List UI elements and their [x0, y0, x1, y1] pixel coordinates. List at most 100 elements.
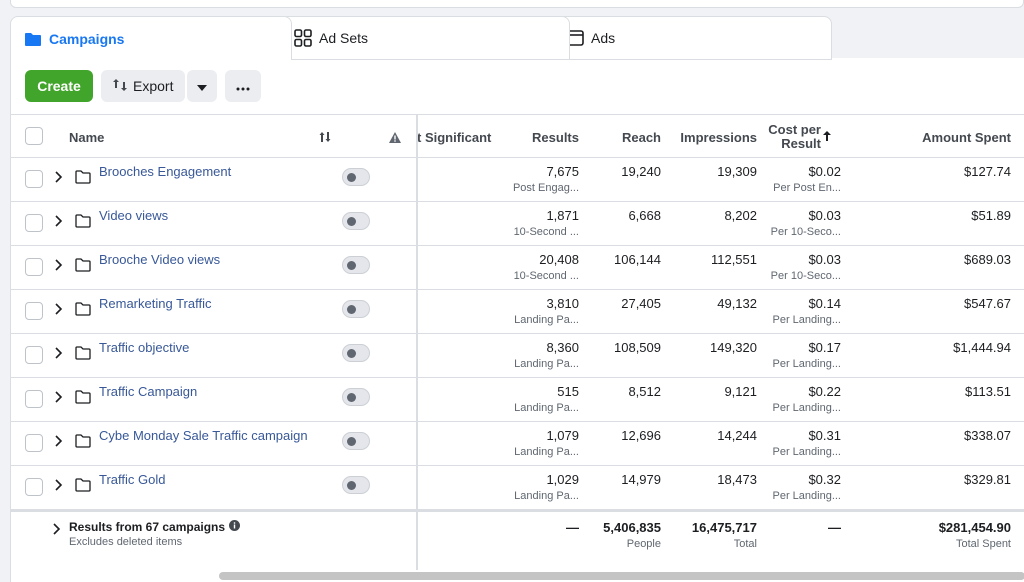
cost-value: $0.14 — [808, 296, 841, 311]
toggle-knob — [347, 349, 356, 358]
chevron-right-icon[interactable] — [55, 170, 67, 186]
tab-campaigns[interactable]: Campaigns — [10, 16, 292, 60]
row-checkbox[interactable] — [25, 434, 43, 452]
row-checkbox[interactable] — [25, 258, 43, 276]
toggle-knob — [347, 217, 356, 226]
column-header-results[interactable]: Results — [532, 129, 579, 145]
amount-spent-value: $689.03 — [964, 252, 1011, 267]
table-row[interactable]: Traffic objective 8,360 Landing Pa... 108,5… — [11, 334, 1024, 378]
export-dropdown-button[interactable] — [187, 70, 217, 102]
table-row[interactable]: Video views 1,871 10-Second ... 6,668 8,202 $… — [11, 202, 1024, 246]
sort-icon[interactable] — [319, 115, 331, 159]
select-all-checkbox[interactable] — [25, 127, 43, 145]
impressions-cell: 14,244 — [661, 428, 757, 443]
column-header-reach[interactable]: Reach — [621, 129, 661, 145]
campaign-name-link[interactable]: Brooche Video views — [99, 252, 221, 267]
amount-spent-cell: $1,444.94 — [841, 340, 1011, 355]
folder-icon — [23, 29, 43, 49]
toggle-knob — [347, 173, 356, 182]
cost-type: Per Landing... — [772, 402, 842, 414]
table-row[interactable]: Brooches Engagement 7,675 Post Engag... 19,… — [11, 158, 1024, 202]
campaign-toggle[interactable] — [342, 256, 370, 274]
column-header-significant[interactable]: t Significant — [417, 129, 492, 145]
campaign-name-link[interactable]: Video views — [99, 208, 169, 223]
chevron-right-icon[interactable] — [55, 478, 67, 494]
reach-value: 14,979 — [621, 472, 661, 487]
row-checkbox[interactable] — [25, 478, 43, 496]
campaign-toggle[interactable] — [342, 432, 370, 450]
info-icon[interactable] — [229, 520, 241, 534]
reach-value: 108,509 — [614, 340, 661, 355]
results-value: 20,408 — [539, 252, 579, 267]
row-checkbox[interactable] — [25, 214, 43, 232]
reach-value: 19,240 — [621, 164, 661, 179]
campaign-name-link[interactable]: Traffic Gold — [99, 472, 166, 487]
campaigns-panel: Create Export Name t Significant R — [10, 58, 1024, 582]
more-options-button[interactable] — [225, 70, 261, 102]
reach-value: 106,144 — [614, 252, 661, 267]
chevron-right-icon[interactable] — [53, 522, 65, 538]
tab-ad-sets[interactable]: Ad Sets — [280, 16, 570, 60]
campaign-name-link[interactable]: Traffic Campaign — [99, 384, 198, 399]
impressions-value: 18,473 — [717, 472, 757, 487]
row-checkbox[interactable] — [25, 302, 43, 320]
amount-spent-cell: $547.67 — [841, 296, 1011, 311]
column-header-amount-spent[interactable]: Amount Spent — [922, 129, 1011, 145]
summary-reach: 5,406,835 People — [561, 520, 661, 550]
summary-results-value: — — [566, 520, 579, 535]
amount-spent-value: $547.67 — [964, 296, 1011, 311]
campaign-toggle[interactable] — [342, 388, 370, 406]
impressions-value: 14,244 — [717, 428, 757, 443]
campaign-name-link[interactable]: Traffic objective — [99, 340, 190, 355]
campaign-toggle[interactable] — [342, 476, 370, 494]
results-value: 7,675 — [546, 164, 579, 179]
summary-subtitle: Excludes deleted items — [69, 536, 183, 548]
tab-ads[interactable]: Ads — [552, 16, 832, 60]
results-type: Post Engag... — [512, 182, 579, 194]
horizontal-scrollbar[interactable] — [219, 572, 1024, 580]
campaign-toggle[interactable] — [342, 212, 370, 230]
campaign-name-link[interactable]: Remarketing Traffic — [99, 296, 212, 311]
table-row[interactable]: Cybe Monday Sale Traffic campaign 1,079 La… — [11, 422, 1024, 466]
row-checkbox[interactable] — [25, 170, 43, 188]
impressions-value: 9,121 — [724, 384, 757, 399]
table-row[interactable]: Traffic Gold 1,029 Landing Pa... 14,979 18,4… — [11, 466, 1024, 510]
campaign-toggle[interactable] — [342, 300, 370, 318]
toggle-knob — [347, 261, 356, 270]
amount-spent-value: $329.81 — [964, 472, 1011, 487]
toggle-knob — [347, 481, 356, 490]
toggle-knob — [347, 305, 356, 314]
campaign-toggle[interactable] — [342, 344, 370, 362]
column-header-impressions[interactable]: Impressions — [680, 129, 757, 145]
reach-cell: 106,144 — [581, 252, 661, 267]
tab-label: Ads — [591, 30, 616, 46]
row-checkbox[interactable] — [25, 390, 43, 408]
chevron-right-icon[interactable] — [55, 346, 67, 362]
table-row[interactable]: Brooche Video views 20,408 10-Second ... 10… — [11, 246, 1024, 290]
chevron-right-icon[interactable] — [55, 214, 67, 230]
results-value: 1,871 — [546, 208, 579, 223]
results-cell: 7,675 Post Engag... — [481, 164, 579, 194]
export-button[interactable]: Export — [101, 70, 185, 102]
results-cell: 20,408 10-Second ... — [481, 252, 579, 282]
summary-reach-value: 5,406,835 — [603, 520, 661, 535]
campaign-name-link[interactable]: Cybe Monday Sale Traffic campaign — [99, 428, 308, 443]
toolbar: Create Export — [25, 70, 261, 102]
chevron-right-icon[interactable] — [55, 434, 67, 450]
results-value: 1,029 — [546, 472, 579, 487]
amount-spent-cell: $51.89 — [841, 208, 1011, 223]
row-checkbox[interactable] — [25, 346, 43, 364]
chevron-right-icon[interactable] — [55, 258, 67, 274]
column-header-cost-per-result[interactable]: Cost per Result — [757, 115, 831, 159]
impressions-value: 149,320 — [710, 340, 757, 355]
table-row[interactable]: Remarketing Traffic 3,810 Landing Pa... 27,… — [11, 290, 1024, 334]
top-bar — [10, 0, 1024, 8]
chevron-right-icon[interactable] — [55, 390, 67, 406]
campaign-name-link[interactable]: Brooches Engagement — [99, 164, 232, 179]
campaign-toggle[interactable] — [342, 168, 370, 186]
chevron-right-icon[interactable] — [55, 302, 67, 318]
results-summary-row: Results from 67 campaigns Excludes delet… — [11, 510, 1024, 568]
create-button[interactable]: Create — [25, 70, 93, 102]
table-row[interactable]: Traffic Campaign 515 Landing Pa... 8,512 9,1… — [11, 378, 1024, 422]
column-header-name[interactable]: Name — [69, 129, 105, 145]
